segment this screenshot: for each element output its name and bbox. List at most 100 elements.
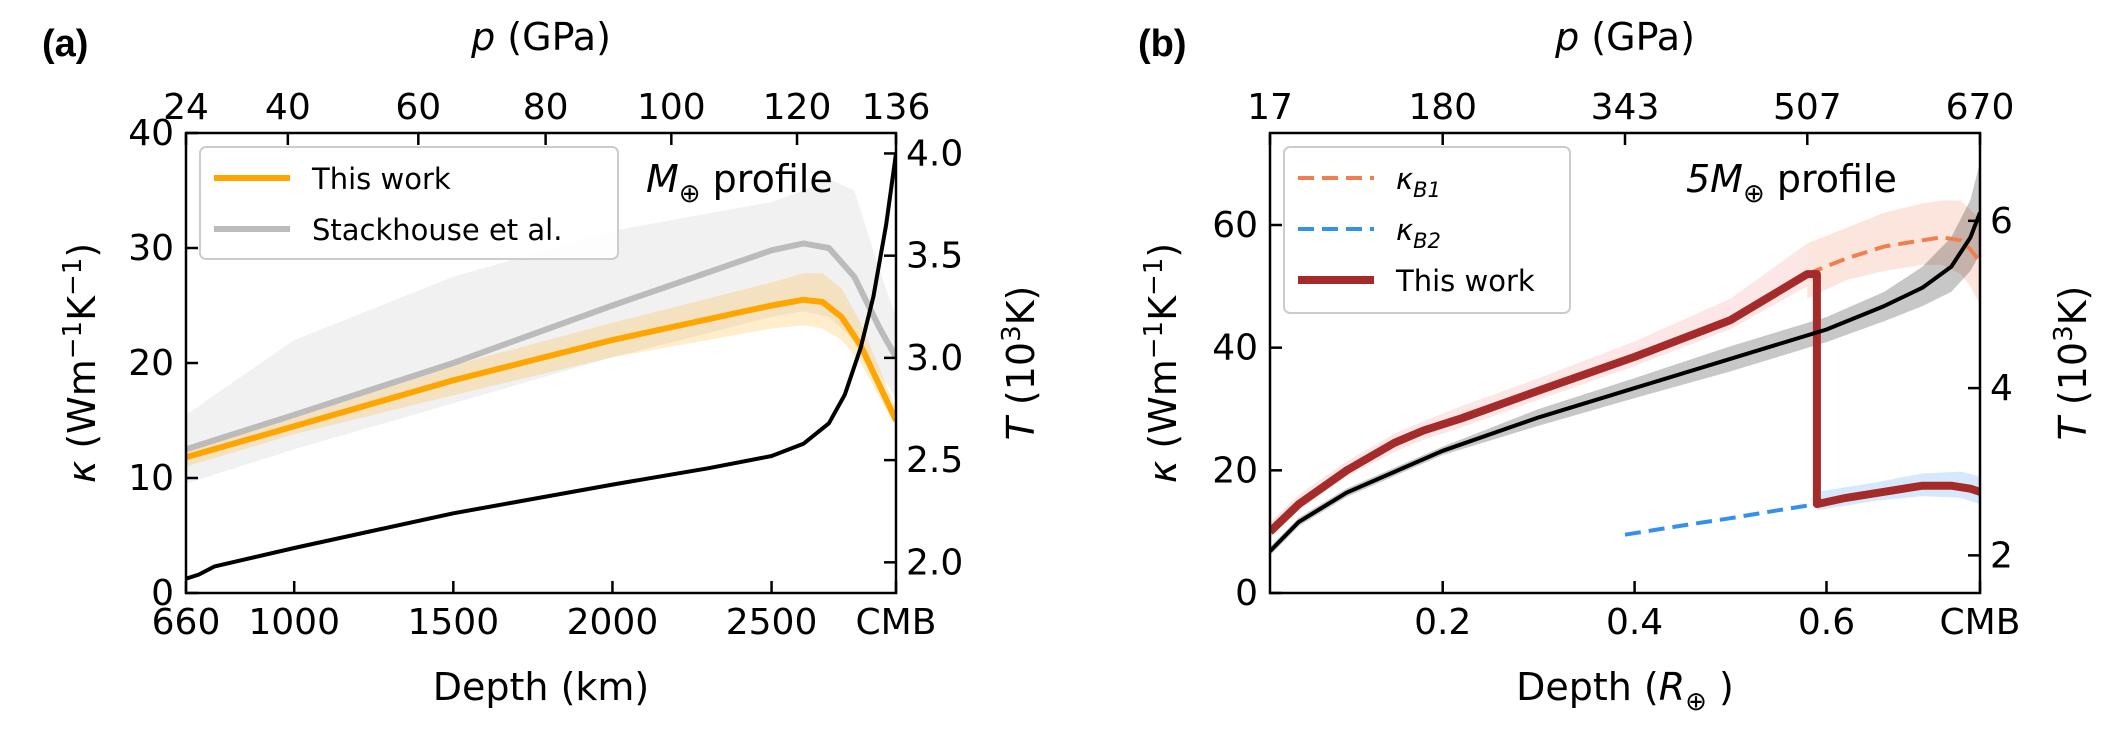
panel-a-top-axis-title: p (GPa) (470, 15, 611, 59)
panel-b-left-tick-label: 40 (1212, 328, 1258, 369)
panel-a-bottom-tick-label: 1000 (248, 602, 340, 643)
panel-b-right-axis-title: T (103K) (2049, 286, 2095, 441)
panel-b-xlabel-sub: ⊕ (1685, 687, 1707, 717)
panel-b-top-tick-label: 343 (1591, 87, 1660, 128)
panel-b-band--b1 (1807, 200, 1980, 305)
panel-b-bottom-axis-title: Depth (R⊕ ) (1516, 665, 1734, 717)
panel-a-right-tick-label: 2.5 (906, 440, 963, 481)
panel-b-xlabel-post: ) (1707, 665, 1734, 709)
panel-b-top-tick-label: 670 (1946, 87, 2015, 128)
panel-b-bottom-tick-label: 0.4 (1606, 602, 1663, 643)
panel-a-bottom-tick-label: 2500 (726, 602, 818, 643)
panel-b-legend-label-kb1: κB1 (1396, 162, 1441, 202)
panel-b-profile-annotation: 5M⊕ profile (1686, 157, 1897, 209)
panel-a-bottom-axis-title: Depth (km) (433, 665, 650, 709)
panel-a-legend-box (199, 146, 619, 260)
panel-a-temp-unit: (10 (999, 342, 1043, 417)
panel-b-right-tick-label: 4 (1990, 368, 2013, 409)
panel-b-annotation-sub: ⊕ (1743, 179, 1765, 209)
panel-a-temp-end: K) (999, 286, 1043, 326)
panel-b-xlabel-r: R (1659, 665, 1685, 709)
panel-a-annotation-sub: ⊕ (679, 179, 701, 209)
panel-a-top-tick-label: 120 (763, 87, 832, 128)
panel-b-right-tick-label: 2 (1990, 535, 2013, 576)
panel-a-legend: This work Stackhouse et al. (199, 146, 619, 260)
panel-a-top-tick-label: 40 (265, 87, 311, 128)
panel-a-top-axis-title-sym: p (470, 15, 495, 59)
panel-a-bottom-tick-label: 660 (152, 602, 221, 643)
panel-b-label: (b) (1138, 23, 1187, 65)
panel-a-temp-sup: 3 (997, 325, 1027, 342)
panel-b-temp-symbol: T (2051, 414, 2095, 440)
panel-b-legend-kb2-sym: κ (1396, 213, 1413, 247)
panel-a-line-temperature (186, 153, 896, 581)
panel-b-legend-box (1283, 146, 1571, 314)
panel-a-top-axis-title-unit: (GPa) (495, 15, 611, 59)
panel-a-top-tick-label: 80 (523, 87, 569, 128)
panel-b-top-tick-label: 180 (1408, 87, 1477, 128)
panel-b-line--b1 (1806, 235, 1980, 276)
panel-b-legend-kb2-sub: B2 (1413, 229, 1441, 253)
panel-b-bottom-tick-label: 0.6 (1798, 602, 1855, 643)
panel-b-legend-kb1-sub: B1 (1413, 178, 1441, 202)
panel-b-left-tick-label: 60 (1212, 205, 1258, 246)
panel-a-right-tick-label: 2.0 (906, 542, 963, 583)
panel-a-right-tick-label: 4.0 (906, 133, 963, 174)
panel-a-legend-label-stackhouse: Stackhouse et al. (312, 213, 562, 247)
panel-a-right-axis-title: T (103K) (997, 286, 1043, 441)
panel-a-label: (a) (42, 23, 88, 65)
panel-a-left-axis-title: κ (Wm−1K−1) (58, 243, 104, 483)
panel-a-bottom-tick-label: CMB (856, 602, 937, 643)
panel-b-annotation-mass: 5M (1686, 157, 1743, 201)
panel-b-line-this-work (1270, 270, 1980, 535)
panel-a-top-tick-label: 136 (862, 87, 931, 128)
panel-a-right-tick-label: 3.0 (906, 338, 963, 379)
panel-a-annotation-text: profile (701, 157, 833, 201)
panel-a-kappa-symbol: κ (60, 460, 104, 483)
panel-a-top-tick-label: 24 (163, 87, 209, 128)
panel-b-annotation-text: profile (1765, 157, 1897, 201)
panel-a-series (186, 153, 896, 581)
panel-b-right-tick-label: 6 (1990, 201, 2013, 242)
panel-a-bottom-tick-label: 1500 (408, 602, 500, 643)
panel-b-left-axis-title: κ (Wm−1K−1) (1139, 243, 1185, 483)
panel-b-left-tick-label: 20 (1212, 450, 1258, 491)
panel-b-legend: κB1 κB2 This work (1283, 146, 1571, 314)
panel-b-bottom-tick-label: CMB (1940, 602, 2021, 643)
panel-b-left-tick-label: 0 (1235, 573, 1258, 614)
panel-b-series (1270, 211, 1980, 553)
panel-b-legend-label-kb2: κB2 (1396, 213, 1441, 253)
panel-b-top-tick-label: 507 (1773, 87, 1842, 128)
panel-b-bottom-tick-label: 0.2 (1414, 602, 1471, 643)
panel-b-kappa-symbol: κ (1141, 460, 1185, 483)
panel-a-kappa-unit: (Wm (60, 359, 104, 461)
panel-b-line--b2 (1624, 502, 1818, 537)
panel-a-band-this-work (186, 273, 896, 467)
panel-a-annotation-mass: M (646, 157, 679, 201)
panel-a-left-tick-label: 20 (128, 343, 174, 384)
panel-b-line-temperature (1270, 211, 1980, 553)
panel-b-legend-label-this-work: This work (1395, 264, 1535, 298)
panel-b-temp-sup: 3 (2049, 325, 2079, 342)
panel-a-bottom-tick-label: 2000 (567, 602, 659, 643)
panel-b-top-tick-label: 17 (1247, 87, 1293, 128)
panel-a-line-stackhouse-et-al- (186, 240, 896, 453)
panel-b-temp-end: K) (2051, 286, 2095, 326)
panel-b-kappa-unit: (Wm (1141, 359, 1185, 461)
panel-a-legend-label-this-work: This work (311, 162, 451, 196)
panel-b-top-axis-title-unit: (GPa) (1579, 15, 1695, 59)
panel-a-profile-annotation: M⊕ profile (646, 157, 833, 209)
panel-a-top-tick-label: 100 (637, 87, 706, 128)
panel-a-right-tick-label: 3.5 (906, 236, 963, 277)
panel-b-xlabel-pre: Depth ( (1516, 665, 1659, 709)
panel-a-left-tick-label: 0 (151, 573, 174, 614)
panel-b-legend-kb1-sym: κ (1396, 162, 1413, 196)
panel-b-top-axis-title: p (GPa) (1554, 15, 1695, 59)
panel-b-top-axis-title-sym: p (1554, 15, 1579, 59)
panel-a-temp-symbol: T (999, 414, 1043, 440)
panel-a-left-tick-label: 40 (128, 113, 174, 154)
panel-b: (b) 0.2 0.4 0.6 CMB 17 180 343 507 670 0 20 40 60 2 4 6… (1138, 15, 2095, 717)
